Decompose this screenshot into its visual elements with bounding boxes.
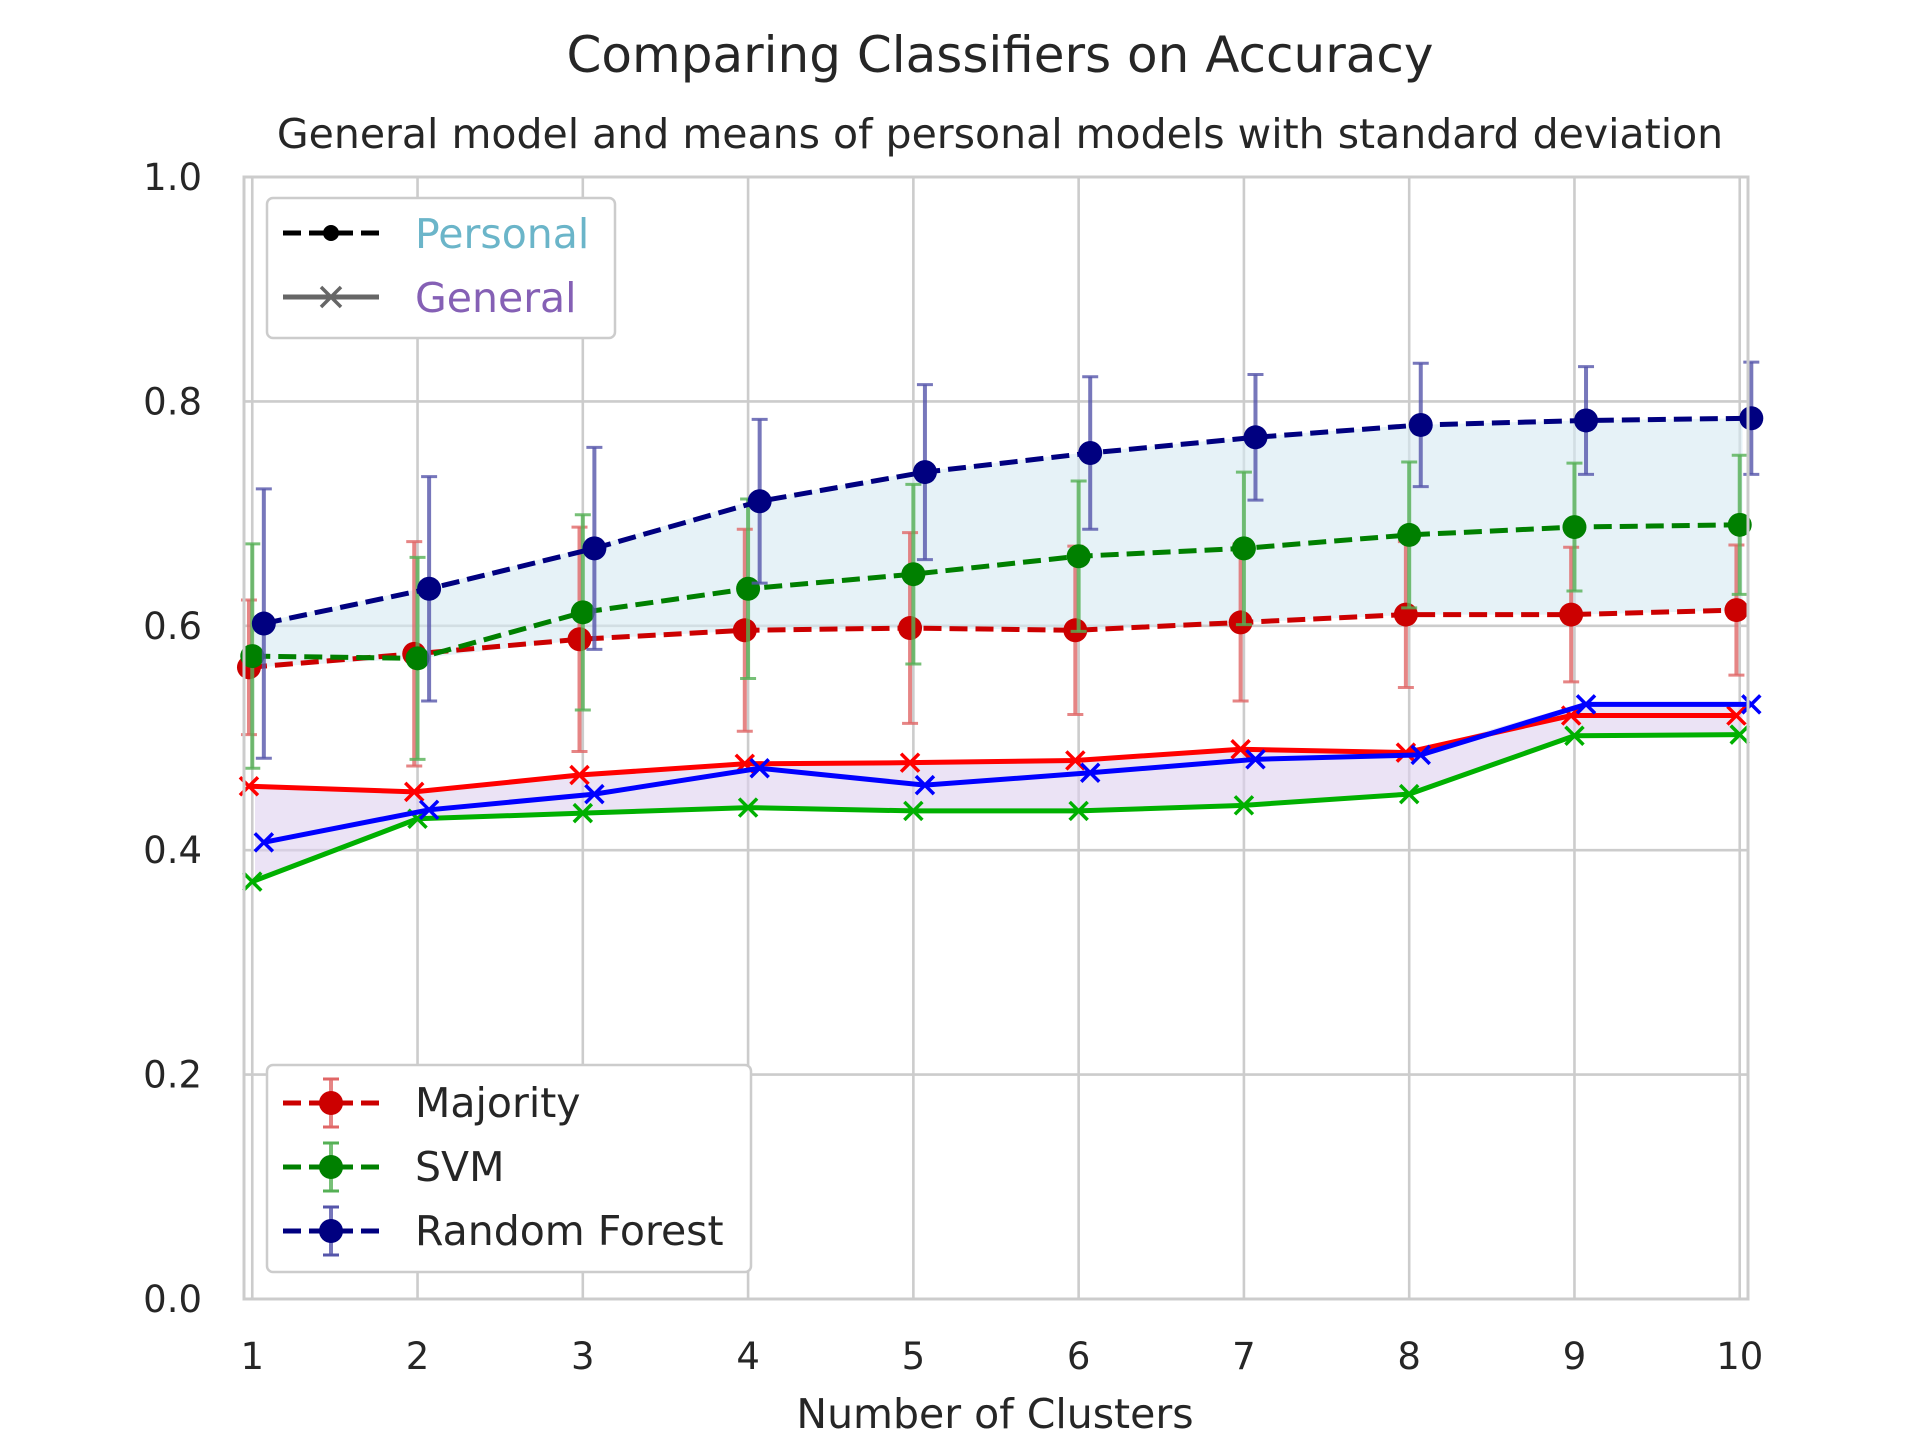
general-point-random-forest	[1245, 749, 1266, 770]
y-tick-label: 0.4	[143, 829, 202, 872]
x-tick-label: 10	[1716, 1335, 1763, 1378]
personal-line-random-forest	[263, 415, 1752, 627]
personal-point-svm	[736, 576, 761, 601]
general-point-svm	[1729, 724, 1750, 745]
legend-marker-random-forest	[319, 1219, 343, 1243]
x-tick-label: 6	[1067, 1335, 1091, 1378]
x-tick-label: 9	[1563, 1335, 1587, 1378]
y-tick-label: 1.0	[143, 156, 202, 199]
x-tick-label: 1	[240, 1335, 264, 1378]
personal-line-svm	[252, 522, 1740, 661]
classifier-legend: Majority SVM Random Forest	[265, 1063, 753, 1274]
general-point-random-forest	[749, 758, 770, 779]
x-axis-label: Number of Clusters	[796, 1390, 1193, 1438]
legend-label-general: General	[415, 274, 577, 322]
general-point-random-forest	[1410, 744, 1431, 766]
personal-point-random-forest	[1243, 425, 1268, 450]
general-point-random-forest	[914, 774, 936, 796]
personal-point-svm	[901, 562, 926, 587]
personal-point-random-forest	[1574, 408, 1599, 433]
personal-point-svm	[405, 646, 430, 671]
general-point-random-forest	[1079, 762, 1101, 784]
x-tick-label: 5	[902, 1335, 926, 1378]
personal-point-svm	[570, 600, 595, 625]
personal-point-random-forest	[1078, 441, 1103, 466]
general-point-svm	[1233, 795, 1255, 816]
personal-point-random-forest	[1408, 412, 1433, 437]
general-point-majority	[569, 764, 590, 786]
y-tick-label: 0.6	[143, 605, 202, 648]
personal-point-majority	[567, 627, 592, 652]
y-tick-label: 0.8	[143, 380, 202, 423]
chart-title: Comparing Classifiers on Accuracy	[567, 26, 1434, 84]
x-tick-label: 7	[1232, 1335, 1256, 1378]
personal-point-majority	[898, 616, 923, 641]
personal-point-majority	[732, 618, 757, 643]
chart-subtitle: General model and means of personal mode…	[277, 110, 1723, 158]
personal-point-svm	[1727, 512, 1752, 537]
personal-point-random-forest	[1739, 406, 1764, 431]
general-point-random-forest	[584, 783, 605, 805]
legend-label-random-forest: Random Forest	[415, 1207, 724, 1255]
general-point-majority	[899, 752, 921, 773]
general-point-svm	[1068, 800, 1089, 822]
personal-line-majority	[248, 607, 1737, 670]
x-tick-label: 3	[571, 1335, 595, 1378]
personal-point-majority	[1559, 602, 1584, 627]
personal-point-svm	[240, 644, 265, 669]
x-tick-label: 4	[736, 1335, 760, 1378]
general-point-majority	[1065, 750, 1086, 771]
legend-label-majority: Majority	[415, 1079, 581, 1127]
legend-general-marker	[319, 285, 343, 309]
style-legend: Personal General	[265, 196, 617, 340]
style-legend-box	[265, 196, 617, 340]
personal-point-svm	[1562, 515, 1587, 540]
personal-point-random-forest	[251, 611, 276, 636]
legend-label-svm: SVM	[415, 1143, 504, 1191]
personal-point-random-forest	[417, 576, 442, 601]
classifier-legend-box	[265, 1063, 753, 1274]
personal-point-random-forest	[582, 536, 607, 561]
plot-area: 1 2 3 4 5 6 7 8 9 10 0.0 0.2 0.4 0.6 0.8 1.0 Personal Gen…	[143, 156, 1764, 1378]
personal-point-majority	[1228, 610, 1253, 635]
legend-marker-svm	[319, 1155, 343, 1179]
general-line-random-forest	[263, 701, 1752, 845]
personal-point-svm	[1397, 522, 1422, 547]
general-point-random-forest	[418, 799, 440, 821]
general-point-svm	[242, 871, 263, 892]
general-point-svm	[737, 797, 759, 818]
general-point-majority	[403, 781, 425, 803]
personal-point-random-forest	[912, 460, 937, 485]
personal-point-random-forest	[747, 489, 772, 514]
plot-frame	[242, 175, 1750, 1301]
personal-point-majority	[1393, 602, 1418, 627]
legend-marker-majority	[319, 1091, 343, 1115]
general-point-random-forest	[1575, 694, 1597, 715]
legend-label-personal: Personal	[415, 210, 589, 258]
general-point-random-forest	[1741, 694, 1762, 715]
x-tick-label: 2	[406, 1335, 430, 1378]
general-point-random-forest	[253, 832, 275, 853]
y-tick-label: 0.0	[143, 1278, 202, 1321]
general-point-svm	[1564, 725, 1585, 746]
general-point-svm	[572, 802, 594, 824]
general-point-majority	[1230, 738, 1251, 760]
general-point-majority	[1726, 705, 1747, 726]
general-point-svm	[903, 800, 924, 822]
y-tick-label: 0.2	[143, 1054, 202, 1097]
general-line-svm	[251, 732, 1740, 884]
general-range-band	[255, 704, 1743, 882]
personal-point-svm	[1231, 536, 1256, 561]
legend-personal-marker	[323, 225, 339, 241]
general-point-svm	[1398, 783, 1420, 805]
personal-point-majority	[1724, 598, 1749, 623]
x-tick-label: 8	[1397, 1335, 1421, 1378]
personal-point-svm	[1066, 544, 1091, 569]
